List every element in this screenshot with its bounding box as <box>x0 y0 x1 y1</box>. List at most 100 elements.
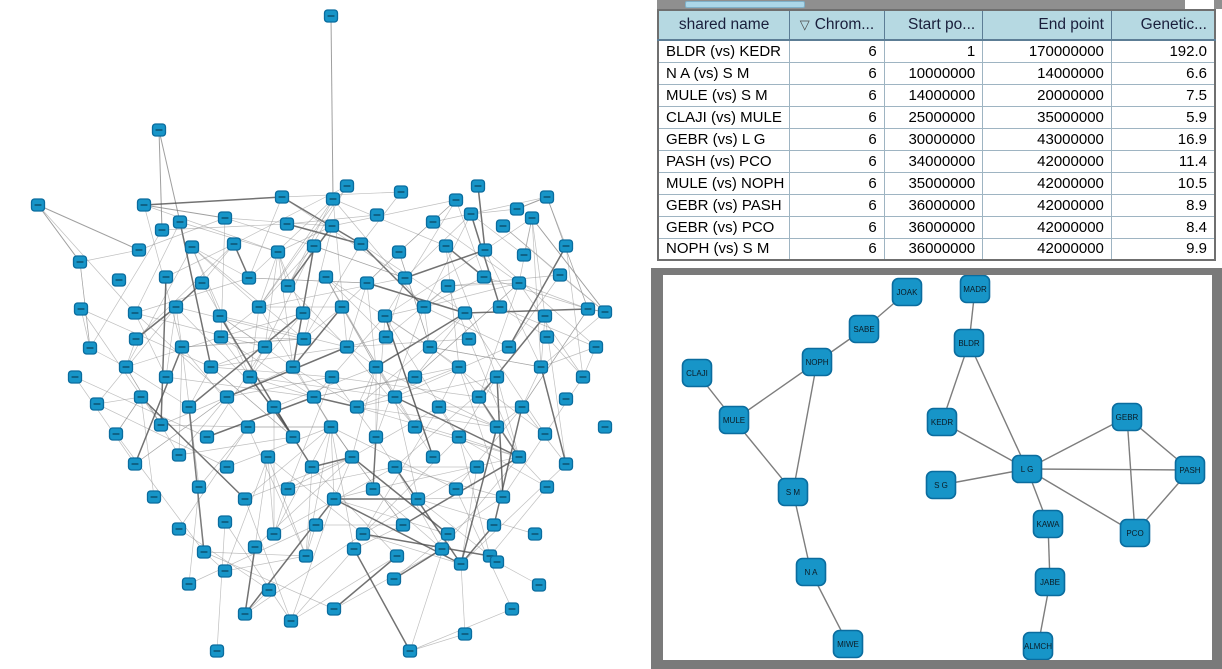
graph-node[interactable] <box>325 192 341 206</box>
graph-node[interactable] <box>539 330 555 344</box>
graph-node[interactable] <box>326 492 342 506</box>
graph-node[interactable] <box>326 602 342 616</box>
graph-node[interactable] <box>461 332 477 346</box>
graph-node[interactable] <box>492 300 508 314</box>
graph-node-n-a[interactable]: N A <box>795 557 827 587</box>
table-row[interactable]: MULE (vs) NOPH 6 35000000 42000000 10.5 <box>657 171 1216 195</box>
graph-node[interactable] <box>219 390 235 404</box>
graph-node[interactable] <box>597 420 613 434</box>
graph-node[interactable] <box>30 198 46 212</box>
graph-node[interactable] <box>217 515 233 529</box>
graph-node[interactable] <box>558 457 574 471</box>
graph-node-sabe[interactable]: SABE <box>848 314 880 344</box>
graph-node[interactable] <box>133 390 149 404</box>
graph-node[interactable] <box>377 309 393 323</box>
graph-node[interactable] <box>552 268 568 282</box>
table-cell[interactable]: 34000000 <box>883 149 984 173</box>
graph-node[interactable] <box>285 430 301 444</box>
graph-node[interactable] <box>527 527 543 541</box>
graph-node[interactable] <box>111 273 127 287</box>
graph-node[interactable] <box>539 190 555 204</box>
overview-network-panel[interactable] <box>0 0 652 669</box>
edge-NOPH-S M[interactable] <box>792 361 818 493</box>
graph-node[interactable] <box>407 420 423 434</box>
table-cell[interactable]: 42000000 <box>982 171 1112 195</box>
table-cell[interactable]: PASH (vs) PCO <box>657 149 791 173</box>
table-row[interactable]: BLDR (vs) KEDR 6 1 170000000 192.0 <box>657 39 1216 63</box>
graph-node[interactable] <box>531 578 547 592</box>
table-cell[interactable]: 6 <box>789 83 885 107</box>
table-row[interactable]: GEBR (vs) L G 6 30000000 43000000 16.9 <box>657 127 1216 151</box>
graph-node[interactable] <box>306 390 322 404</box>
graph-node[interactable] <box>339 179 355 193</box>
graph-node[interactable] <box>266 400 282 414</box>
graph-node[interactable] <box>308 518 324 532</box>
graph-node[interactable] <box>389 549 405 563</box>
graph-node[interactable] <box>558 392 574 406</box>
table-cell[interactable]: 6 <box>789 61 885 85</box>
table-cell[interactable]: 6 <box>789 127 885 151</box>
table-row[interactable]: GEBR (vs) PCO 6 36000000 42000000 8.4 <box>657 215 1216 239</box>
table-cell[interactable]: 42000000 <box>982 149 1112 173</box>
scrollbar-thumb[interactable] <box>685 1 805 8</box>
graph-node[interactable] <box>476 270 492 284</box>
graph-node-bldr[interactable]: BLDR <box>953 328 985 358</box>
graph-node[interactable] <box>575 370 591 384</box>
graph-node[interactable] <box>118 360 134 374</box>
graph-node[interactable] <box>266 527 282 541</box>
table-cell[interactable]: 20000000 <box>982 83 1112 107</box>
graph-node[interactable] <box>89 397 105 411</box>
graph-node-pash[interactable]: PASH <box>1174 455 1206 485</box>
column-header-end-point[interactable]: End point <box>982 10 1112 41</box>
graph-node[interactable] <box>279 217 295 231</box>
table-cell[interactable]: 6 <box>789 193 885 217</box>
graph-node[interactable] <box>397 271 413 285</box>
graph-node[interactable] <box>344 450 360 464</box>
graph-node[interactable] <box>359 276 375 290</box>
edge-BLDR-L G[interactable] <box>968 342 1028 470</box>
detail-network-canvas[interactable]: JOAK SABE NOPH CLAJI MULE S M N A MIWE MADR BLDR K… <box>663 274 1212 661</box>
graph-node[interactable] <box>226 237 242 251</box>
table-cell[interactable]: 25000000 <box>883 105 984 129</box>
table-cell[interactable]: 170000000 <box>982 39 1112 63</box>
edge-L G-PASH[interactable] <box>1026 468 1191 471</box>
graph-node[interactable] <box>391 245 407 259</box>
filter-icon[interactable]: ▽ <box>799 17 810 32</box>
table-cell[interactable]: 6 <box>789 237 885 261</box>
graph-node[interactable] <box>425 450 441 464</box>
table-row[interactable]: PASH (vs) PCO 6 34000000 42000000 11.4 <box>657 149 1216 173</box>
table-cell[interactable]: CLAJI (vs) MULE <box>657 105 791 129</box>
column-header-start-po---[interactable]: Start po... <box>884 10 984 41</box>
table-cell[interactable]: GEBR (vs) PCO <box>657 215 791 239</box>
graph-node[interactable] <box>151 123 167 137</box>
graph-node[interactable] <box>181 577 197 591</box>
graph-node[interactable] <box>470 179 486 193</box>
graph-node-s-m[interactable]: S M <box>777 477 809 507</box>
graph-node-claji[interactable]: CLAJI <box>681 358 713 388</box>
edge-L G-PCO[interactable] <box>1026 468 1136 534</box>
graph-node[interactable] <box>425 215 441 229</box>
graph-node[interactable] <box>82 341 98 355</box>
table-cell[interactable]: NOPH (vs) S M <box>657 237 791 261</box>
table-cell[interactable]: GEBR (vs) PASH <box>657 193 791 217</box>
graph-node[interactable] <box>260 450 276 464</box>
graph-node[interactable] <box>451 360 467 374</box>
graph-node[interactable] <box>127 306 143 320</box>
graph-node[interactable] <box>324 370 340 384</box>
graph-node[interactable] <box>280 482 296 496</box>
graph-node[interactable] <box>457 306 473 320</box>
graph-node-mule[interactable]: MULE <box>718 405 750 435</box>
table-cell[interactable]: 42000000 <box>982 237 1112 261</box>
graph-node[interactable] <box>174 340 190 354</box>
graph-node[interactable] <box>108 427 124 441</box>
graph-node[interactable] <box>242 370 258 384</box>
graph-node-jabe[interactable]: JABE <box>1034 567 1066 597</box>
table-row[interactable]: N A (vs) S M 6 10000000 14000000 6.6 <box>657 61 1216 85</box>
graph-node[interactable] <box>296 332 312 346</box>
graph-node[interactable] <box>451 430 467 444</box>
table-cell[interactable]: 43000000 <box>982 127 1112 151</box>
graph-node[interactable] <box>489 370 505 384</box>
graph-node[interactable] <box>323 9 339 23</box>
graph-node-l-g[interactable]: L G <box>1011 454 1043 484</box>
table-row[interactable]: NOPH (vs) S M 6 36000000 42000000 9.9 <box>657 237 1216 261</box>
